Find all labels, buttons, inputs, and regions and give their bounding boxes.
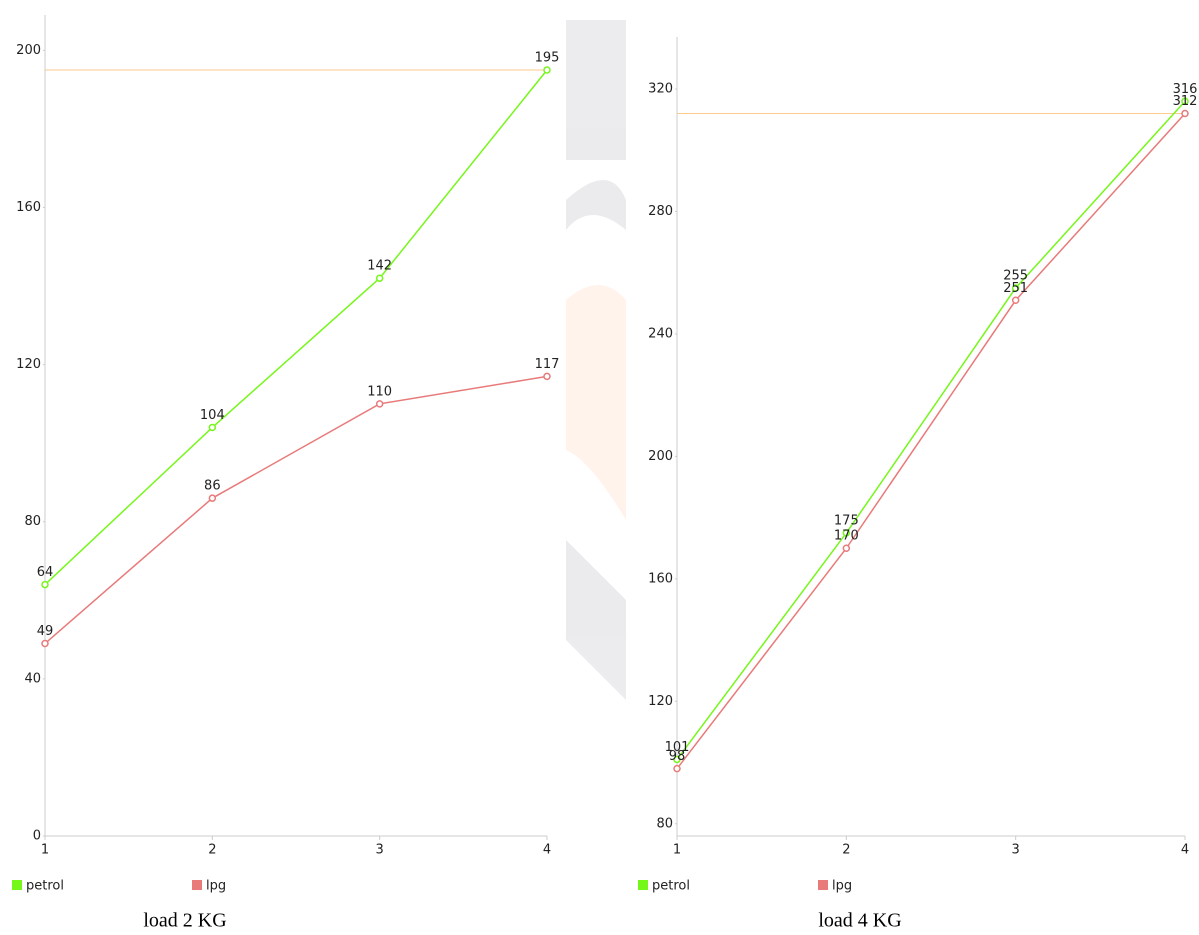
data-point xyxy=(842,544,851,552)
watermark-shape xyxy=(566,540,626,700)
data-point xyxy=(375,400,384,408)
x-tick-label: 4 xyxy=(543,843,551,858)
data-label: 86 xyxy=(204,479,221,494)
watermark-shape xyxy=(566,285,626,520)
y-tick-label: 40 xyxy=(24,671,41,686)
data-label: 175 xyxy=(834,513,859,528)
data-point xyxy=(208,494,217,502)
y-tick-label: 160 xyxy=(16,200,41,215)
y-tick-label: 280 xyxy=(648,204,673,219)
data-label: 170 xyxy=(834,529,859,544)
caption: load 2 KG xyxy=(143,910,226,932)
x-tick-label: 2 xyxy=(842,843,850,858)
data-point xyxy=(375,274,384,282)
x-tick-label: 3 xyxy=(376,843,384,858)
data-point xyxy=(1181,97,1189,106)
data-label: 251 xyxy=(1003,281,1028,296)
y-tick-label: 120 xyxy=(16,357,41,372)
data-point xyxy=(41,639,49,648)
y-tick-label: 120 xyxy=(648,694,673,709)
legend-swatch xyxy=(818,880,828,890)
y-tick-label: 80 xyxy=(24,514,41,529)
legend-swatch xyxy=(12,880,22,890)
y-tick-label: 160 xyxy=(648,571,673,586)
x-tick-label: 1 xyxy=(41,843,49,858)
x-tick-label: 2 xyxy=(208,843,216,858)
legend-label: lpg xyxy=(206,879,226,894)
data-point xyxy=(1181,109,1189,118)
legend-swatch xyxy=(638,880,648,890)
data-point xyxy=(673,755,681,764)
watermark-shape xyxy=(566,20,626,160)
data-point xyxy=(208,423,217,432)
y-tick-label: 240 xyxy=(648,326,673,341)
series-line xyxy=(44,69,548,586)
data-label: 104 xyxy=(200,408,225,423)
data-point xyxy=(842,529,851,537)
caption: load 4 KG xyxy=(818,910,901,932)
data-label: 101 xyxy=(665,740,690,755)
data-label: 98 xyxy=(669,749,686,764)
data-label: 49 xyxy=(37,624,54,639)
legend-label: petrol xyxy=(652,879,690,894)
y-tick-label: 320 xyxy=(648,82,673,97)
y-tick-label: 80 xyxy=(656,816,673,831)
data-label: 195 xyxy=(535,50,560,65)
x-tick-label: 1 xyxy=(673,843,681,858)
legend-swatch xyxy=(192,880,202,890)
legend-label: lpg xyxy=(832,879,852,894)
data-point xyxy=(673,764,681,773)
data-label: 255 xyxy=(1003,269,1028,284)
y-tick-label: 200 xyxy=(648,449,673,464)
data-point xyxy=(1011,296,1020,305)
y-tick-label: 0 xyxy=(33,829,41,844)
series-line xyxy=(676,100,1186,760)
data-point xyxy=(543,66,551,74)
x-tick-label: 3 xyxy=(1012,843,1020,858)
data-label: 316 xyxy=(1173,82,1198,97)
data-label: 64 xyxy=(37,565,54,580)
y-tick-label: 200 xyxy=(16,43,41,58)
x-tick-label: 4 xyxy=(1181,843,1189,858)
data-label: 110 xyxy=(367,384,392,399)
data-label: 312 xyxy=(1173,94,1198,109)
watermark xyxy=(566,20,626,700)
data-label: 142 xyxy=(367,259,392,274)
data-point xyxy=(41,580,49,589)
data-label: 117 xyxy=(535,357,560,372)
legend-label: petrol xyxy=(26,879,64,894)
data-point xyxy=(1011,284,1020,292)
series-line xyxy=(676,113,1186,770)
series-line xyxy=(44,375,548,645)
watermark-shape xyxy=(566,180,626,230)
data-point xyxy=(543,372,551,381)
